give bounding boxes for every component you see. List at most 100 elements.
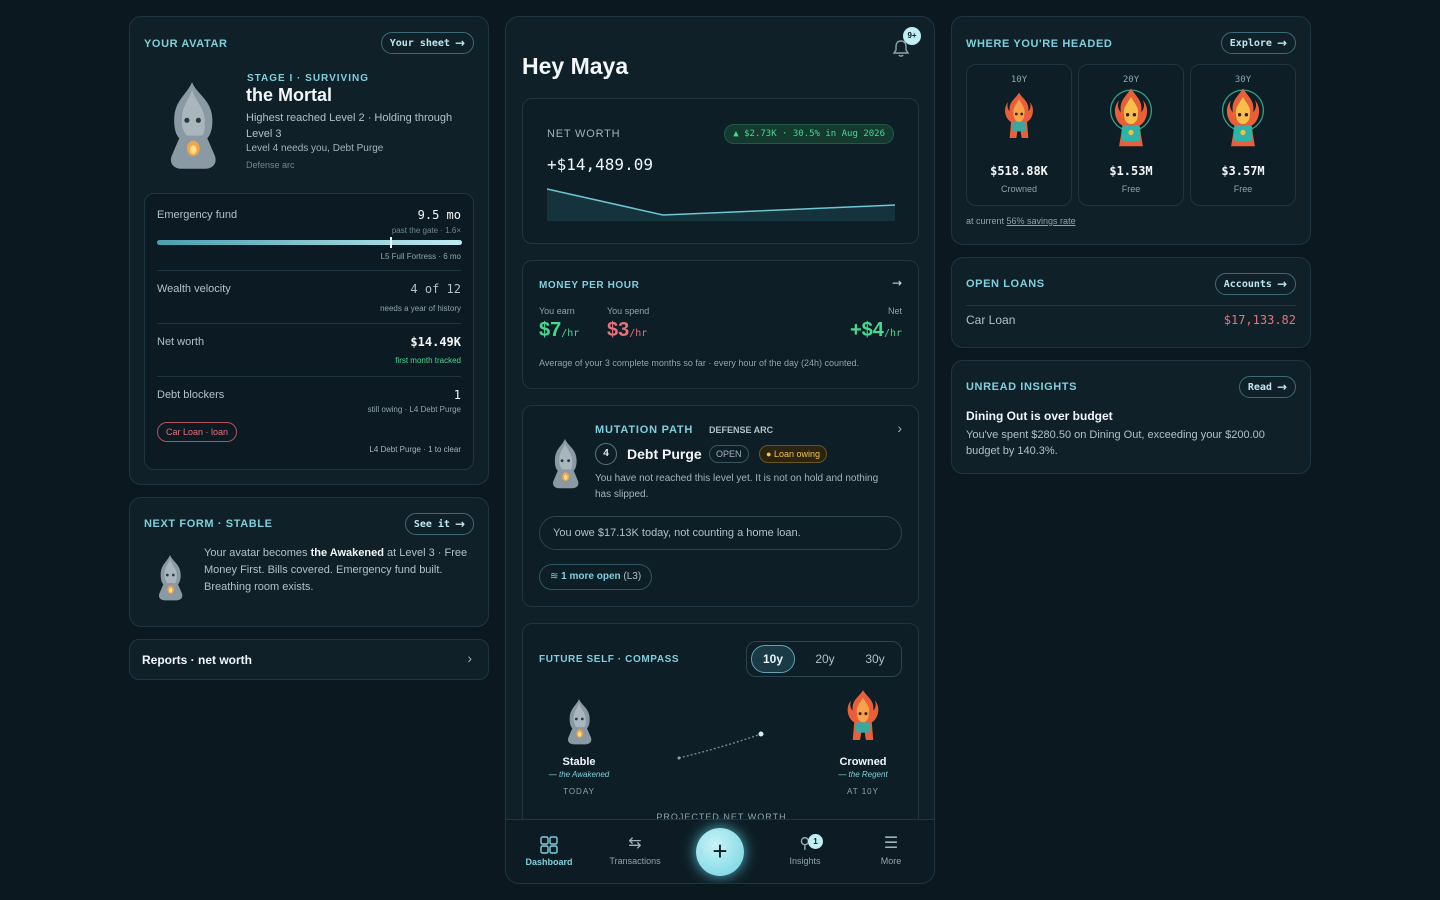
you-spend-amount: $3 xyxy=(607,319,630,341)
net-worth-card[interactable]: NET WORTH ▲ $2.73K · 30.5% in Aug 2026 +… xyxy=(522,98,919,244)
explore-button[interactable]: Explore → xyxy=(1220,32,1296,54)
more-open-rest: (L3) xyxy=(620,571,642,582)
arrow-right-icon[interactable]: → xyxy=(891,276,902,290)
free-avatar-image xyxy=(1105,85,1157,153)
projection-years: 20Y xyxy=(1122,75,1140,85)
car-loan-chip[interactable]: Car Loan · loan xyxy=(157,422,238,442)
savings-rate-prefix: at current xyxy=(966,216,1007,226)
per-hour-unit: /hr xyxy=(561,328,580,339)
next-form-text-bold: the Awakened xyxy=(310,547,384,559)
menu-icon: ☰ xyxy=(883,835,899,852)
projection-30y[interactable]: 30Y $3.57M Free xyxy=(1190,64,1296,206)
nav-more[interactable]: ☰ More xyxy=(856,832,926,872)
dot-icon: ● xyxy=(766,449,772,459)
nav-transactions[interactable]: ⇆ Transactions xyxy=(598,832,672,872)
notification-button[interactable]: 9+ xyxy=(890,27,921,61)
mutation-arc: DEFENSE ARC xyxy=(709,425,774,435)
left-form-name: Stable xyxy=(562,756,596,768)
read-button[interactable]: Read → xyxy=(1238,376,1296,398)
mutation-avatar-image xyxy=(543,436,587,494)
nav-insights-label: Insights xyxy=(789,856,821,866)
projection-label: Crowned xyxy=(1000,184,1038,194)
projection-value: $3.57M xyxy=(1221,164,1265,178)
arrow-right-icon: → xyxy=(454,36,465,50)
layers-icon: ≋ xyxy=(550,571,559,582)
insights-icon: ⚲ xyxy=(799,835,811,852)
divider xyxy=(157,323,461,324)
avatar-stage: STAGE I · SURVIVING xyxy=(247,73,369,84)
per-hour-unit: /hr xyxy=(629,328,648,339)
mutation-path-card[interactable]: MUTATION PATH DEFENSE ARC › 4 Debt Purge… xyxy=(522,405,919,607)
compass-trajectory xyxy=(677,731,764,760)
where-headed-card: WHERE YOU'RE HEADED Explore → 10Y $518.8… xyxy=(951,16,1311,245)
wealth-velocity-sub: needs a year of history xyxy=(380,304,461,313)
accounts-button[interactable]: Accounts → xyxy=(1214,273,1296,295)
debt-blockers-label: Debt blockers xyxy=(157,389,225,401)
loan-amount: $17,133.82 xyxy=(1223,313,1296,327)
horizon-tabs: 10y 20y 30y xyxy=(746,641,902,677)
you-earn-amount: $7 xyxy=(539,319,562,341)
avatar-card: YOUR AVATAR Your sheet → STAGE I · SURVI… xyxy=(129,16,489,485)
wealth-velocity-label: Wealth velocity xyxy=(157,283,231,295)
net-worth-label: Net worth xyxy=(157,336,205,348)
notification-badge: 9+ xyxy=(903,27,921,45)
explore-label: Explore xyxy=(1229,37,1272,49)
grid-icon xyxy=(540,836,558,854)
open-loans-card: OPEN LOANS Accounts → Car Loan $17,133.8… xyxy=(951,257,1311,348)
next-form-text-suffix: at Level 3 · Free Money First. Bills cov… xyxy=(204,547,468,593)
level-badge: 4 xyxy=(595,443,617,465)
divider xyxy=(157,270,461,271)
add-button[interactable]: + xyxy=(696,828,744,876)
chevron-right-icon: › xyxy=(467,650,472,666)
tab-30y[interactable]: 30y xyxy=(865,652,885,666)
reports-link[interactable]: Reports · net worth › xyxy=(129,639,489,680)
net-amount: +$4 xyxy=(850,319,884,341)
insights-title: UNREAD INSIGHTS xyxy=(966,381,1078,393)
projection-10y[interactable]: 10Y $518.88K Crowned xyxy=(966,64,1072,206)
your-sheet-button[interactable]: Your sheet → xyxy=(380,32,474,54)
per-hour-unit: /hr xyxy=(883,328,902,339)
tab-10y[interactable]: 10y xyxy=(751,645,795,673)
see-it-label: See it xyxy=(413,518,450,530)
chevron-right-icon[interactable]: › xyxy=(897,420,902,436)
more-open-bold: 1 more open xyxy=(561,571,621,582)
plus-icon: + xyxy=(712,836,728,866)
you-spend-value: $3/hr xyxy=(607,319,647,342)
reports-label: Reports · net worth xyxy=(142,653,252,667)
debt-blockers-value: 1 xyxy=(453,388,461,402)
divider xyxy=(157,376,461,377)
nav-insights[interactable]: ⚲ 1 Insights xyxy=(770,832,840,872)
insight-heading: Dining Out is over budget xyxy=(966,409,1113,423)
next-form-card: NEXT FORM · STABLE See it → Your avatar … xyxy=(129,497,489,627)
more-open-button[interactable]: ≋ 1 more open (L3) xyxy=(539,564,653,590)
projection-value: $518.88K xyxy=(990,164,1048,178)
projection-years: 10Y xyxy=(1010,75,1028,85)
loan-owing-chip: ● Loan owing xyxy=(759,445,827,463)
see-it-button[interactable]: See it → xyxy=(404,513,474,535)
you-spend-label: You spend xyxy=(607,306,650,316)
left-form-when: TODAY xyxy=(563,787,595,796)
nav-transactions-label: Transactions xyxy=(609,856,661,866)
avatar-arc: Defense arc xyxy=(246,160,295,170)
insights-badge: 1 xyxy=(808,834,823,849)
emergency-fund-label: Emergency fund xyxy=(157,209,238,221)
money-per-hour-card[interactable]: MONEY PER HOUR → You earn $7/hr You spen… xyxy=(522,260,919,389)
you-earn-value: $7/hr xyxy=(539,319,579,342)
money-per-hour-title: MONEY PER HOUR xyxy=(539,280,640,291)
bell-icon xyxy=(892,40,910,57)
future-self-card: FUTURE SELF · COMPASS 10y 20y 30y Stable… xyxy=(522,623,919,853)
awakened-avatar-image xyxy=(150,550,190,608)
arrow-right-icon: → xyxy=(1276,36,1287,50)
net-worth-sparkline xyxy=(547,188,895,221)
open-loans-title: OPEN LOANS xyxy=(966,278,1045,290)
nav-dashboard[interactable]: Dashboard xyxy=(514,832,584,872)
arrow-right-icon: → xyxy=(1276,380,1287,394)
tab-20y[interactable]: 20y xyxy=(815,652,835,666)
emergency-fund-gate-marker xyxy=(390,237,392,248)
savings-rate-link[interactable]: 56% savings rate xyxy=(1006,216,1076,226)
main-panel: Hey Maya 9+ NET WORTH ▲ $2.73K · 30.5% i… xyxy=(505,16,935,884)
crowned-avatar-image xyxy=(841,686,885,750)
swap-arrows-icon: ⇆ xyxy=(628,835,642,852)
projection-20y[interactable]: 20Y $1.53M Free xyxy=(1078,64,1184,206)
next-form-text-prefix: Your avatar becomes xyxy=(204,547,311,559)
